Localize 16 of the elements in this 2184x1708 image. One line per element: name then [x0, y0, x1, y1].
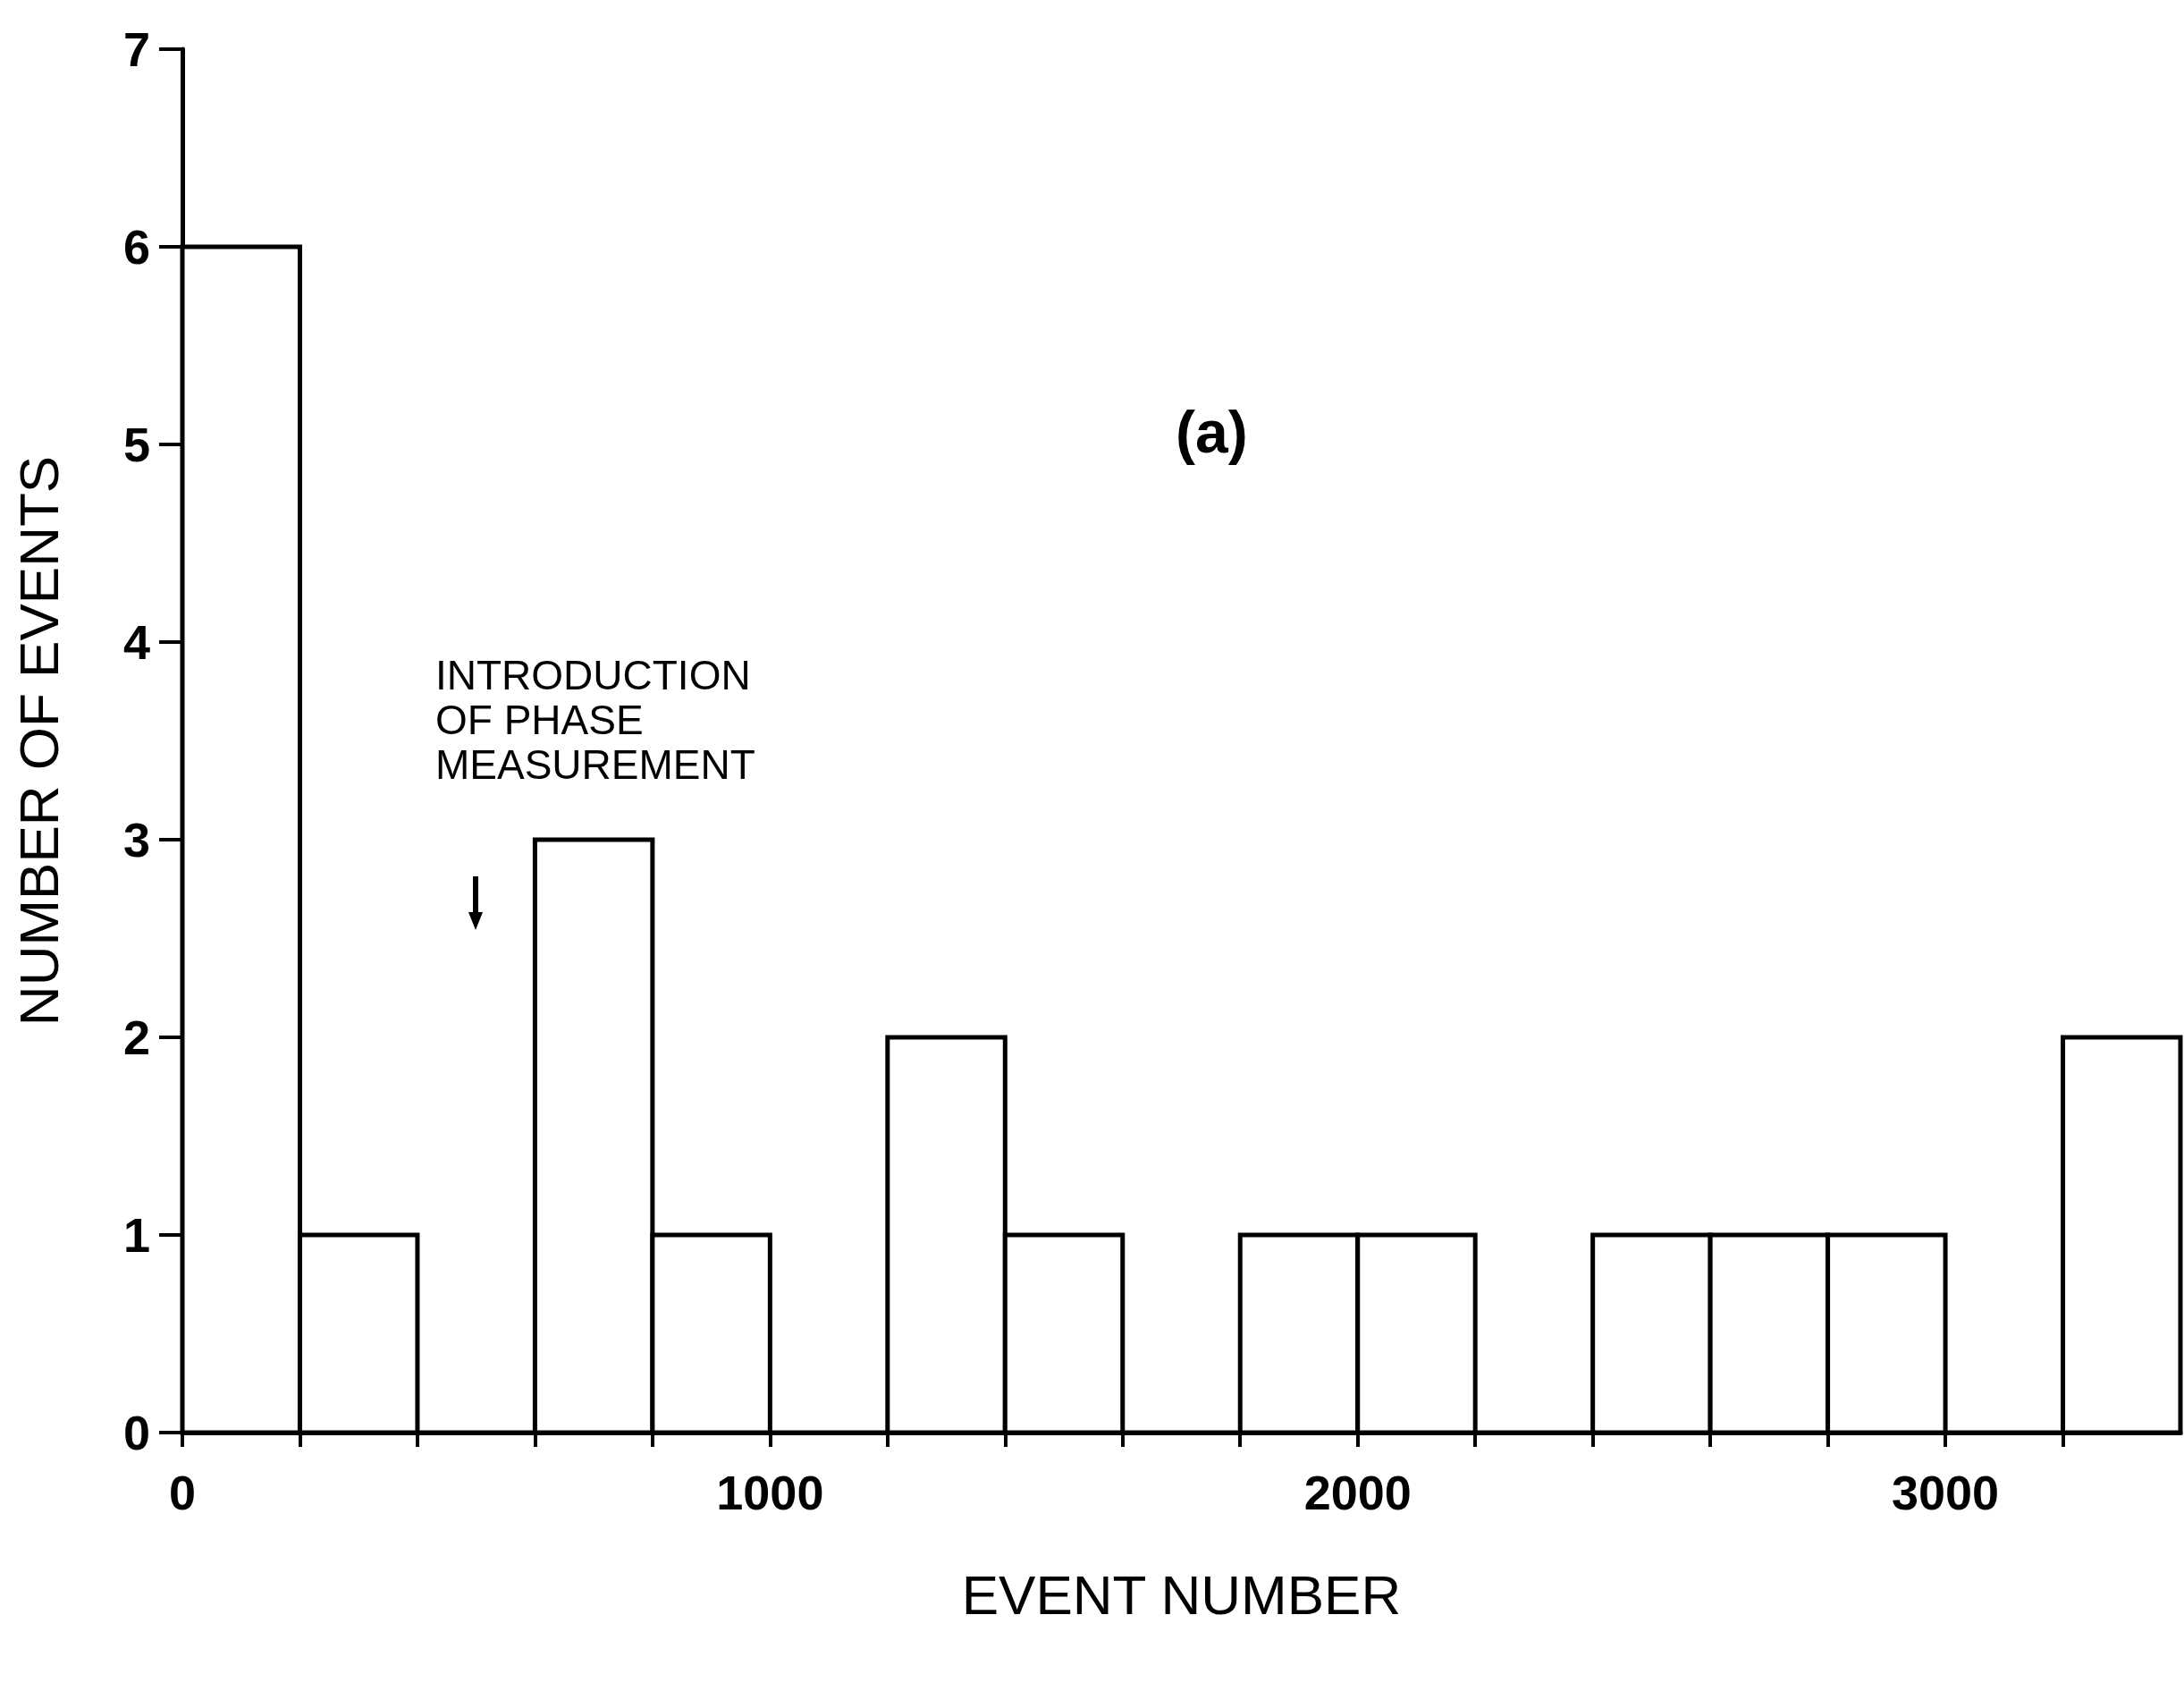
annotation: INTRODUCTION OF PHASE MEASUREMENT — [435, 652, 755, 788]
x-tick-label: 3000 — [1891, 1466, 2000, 1519]
y-tick-label: 7 — [122, 22, 150, 76]
x-tick-label: 2000 — [1303, 1466, 1412, 1519]
y-tick-label: 1 — [122, 1208, 150, 1262]
y-tick-label: 0 — [122, 1406, 150, 1459]
y-tick-label: 4 — [122, 615, 150, 669]
y-tick-label: 5 — [122, 418, 150, 471]
x-tick-label: 0 — [168, 1466, 197, 1519]
y-tick-label: 3 — [122, 813, 150, 867]
y-axis-title: NUMBER OF EVENTS — [7, 455, 70, 1027]
y-tick-label: 6 — [122, 220, 150, 274]
annotation: (a) — [1176, 399, 1248, 465]
x-tick-label: 1000 — [716, 1466, 824, 1519]
y-tick-label: 2 — [122, 1010, 150, 1064]
x-axis-title: EVENT NUMBER — [961, 1563, 1402, 1626]
